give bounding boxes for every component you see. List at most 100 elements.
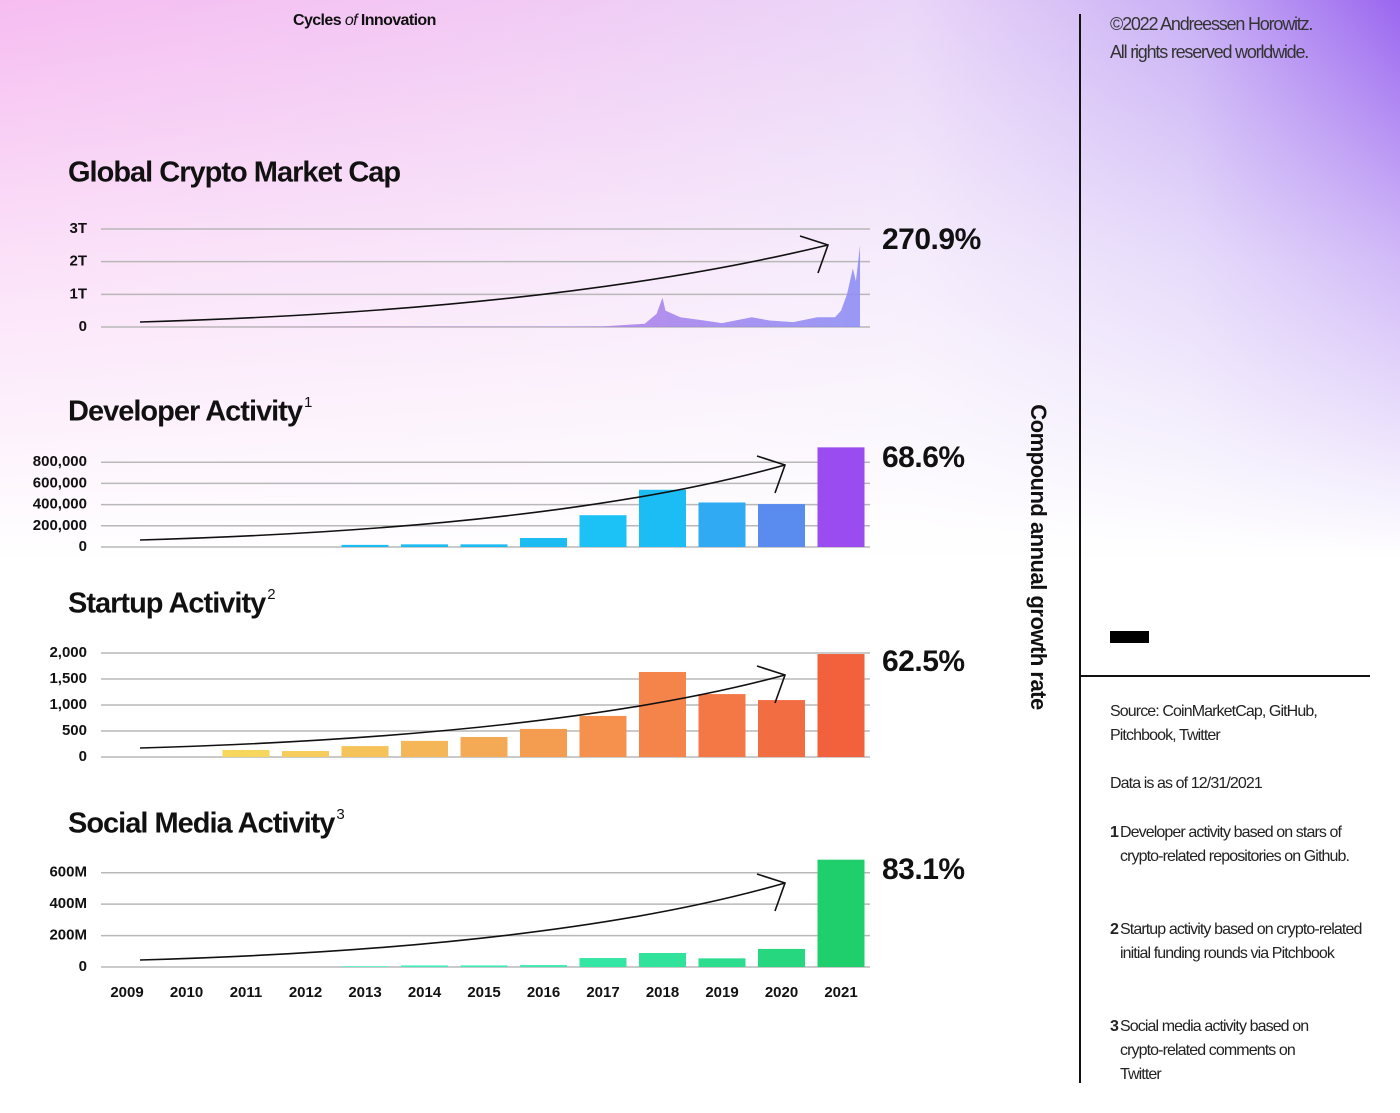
trend-arrow (139, 244, 829, 323)
axis-note: Compound annual growth rate (1026, 404, 1051, 710)
bar (639, 953, 686, 967)
y-tick-label: 0 (79, 748, 87, 765)
bar (639, 671, 686, 757)
y-tick-label: 3T (69, 220, 87, 237)
trend-arrowhead (756, 665, 787, 704)
bar (520, 537, 567, 547)
title-note: 1 (304, 394, 312, 411)
x-tick-label: 2011 (230, 984, 263, 1001)
copyright-line: ©2022 Andreessen Horowitz. (1110, 14, 1313, 34)
y-tick-label: 1,000 (49, 696, 87, 713)
bar (460, 736, 508, 757)
sidebar-mark (1110, 631, 1149, 643)
bar (520, 965, 567, 967)
trend-arrow (139, 882, 786, 961)
header-word: of (344, 12, 358, 29)
footnote: 3 Social media activity based on crypto-r… (1110, 1015, 1335, 1087)
y-tick-label: 500 (62, 722, 87, 739)
bar (520, 728, 567, 757)
trend-arrowhead (799, 235, 830, 274)
growth-rate: 83.1% (882, 853, 965, 886)
bar (341, 746, 389, 757)
footnote-number: 3 (1110, 1018, 1119, 1035)
footnote-text: Social media activity based on crypto-re… (1120, 1018, 1309, 1083)
y-tick-label: 600M (49, 864, 87, 881)
bar (698, 958, 746, 967)
y-tick-label: 200M (49, 927, 87, 944)
bar (460, 544, 508, 547)
y-tick-label: 2T (69, 253, 87, 270)
footnote: 2 Startup activity based on crypto-relate… (1110, 918, 1365, 966)
x-tick-label: 2020 (765, 984, 798, 1001)
footnote-text: Developer activity based on stars of cry… (1120, 824, 1350, 865)
trend-arrowhead (756, 455, 787, 494)
x-tick-label: 2012 (289, 984, 322, 1001)
y-tick-label: 0 (79, 958, 87, 975)
bar (341, 544, 389, 547)
y-tick-label: 800,000 (33, 453, 87, 470)
chart-title: Developer Activity (68, 396, 303, 428)
bar (758, 948, 805, 967)
bar (579, 715, 627, 757)
header-word: Cycles (293, 12, 342, 29)
x-tick-label: 2019 (705, 984, 738, 1001)
bar (579, 958, 627, 967)
trend-arrowhead (756, 873, 787, 912)
title-note: 3 (336, 806, 344, 823)
y-tick-label: 1T (69, 285, 87, 302)
bar (817, 859, 865, 967)
growth-rate: 270.9% (882, 223, 981, 256)
copyright-line: All rights reserved worldwide. (1110, 42, 1309, 62)
bar (758, 504, 805, 547)
bar (401, 544, 448, 547)
trend-arrow (139, 464, 786, 541)
bar (341, 966, 389, 967)
y-tick-label: 400,000 (33, 496, 87, 513)
bar (282, 751, 329, 757)
header-title: Cycles of Innovation (293, 12, 436, 30)
x-tick-label: 2018 (646, 984, 679, 1001)
x-tick-label: 2015 (467, 984, 500, 1001)
growth-rate: 68.6% (882, 441, 965, 474)
source-note: Source: CoinMarketCap, GitHub, Pitchbook… (1110, 703, 1318, 744)
x-tick-label: 2010 (170, 984, 203, 1001)
bar (401, 965, 448, 967)
footnote: 1 Developer activity based on stars of cr… (1110, 821, 1365, 869)
bar (698, 502, 746, 547)
bar (222, 749, 270, 757)
chart-title: Startup Activity (68, 588, 266, 620)
bar (639, 489, 686, 547)
footnote-number: 1 (1110, 824, 1119, 841)
footnote-text: Startup activity based on crypto-related… (1120, 921, 1362, 962)
x-tick-label: 2016 (527, 984, 560, 1001)
trend-arrow (139, 674, 786, 749)
bar (401, 740, 448, 757)
x-tick-label: 2021 (824, 984, 857, 1001)
area (127, 245, 861, 327)
chart-title: Social Media Activity (68, 808, 335, 840)
y-tick-label: 0 (79, 318, 87, 335)
title-note: 2 (267, 586, 275, 603)
chart-title: Global Crypto Market Cap (68, 157, 400, 189)
x-tick-label: 2017 (586, 984, 619, 1001)
bar (758, 700, 805, 757)
y-tick-label: 200,000 (33, 517, 87, 534)
y-tick-label: 600,000 (33, 474, 87, 491)
y-tick-label: 2,000 (49, 644, 87, 661)
x-tick-label: 2009 (110, 984, 143, 1001)
growth-rate: 62.5% (882, 645, 965, 678)
bar (460, 965, 508, 967)
footnote-number: 2 (1110, 921, 1119, 938)
x-tick-label: 2014 (408, 984, 442, 1001)
bar (817, 447, 865, 547)
bar (698, 694, 746, 757)
copyright: ©2022 Andreessen Horowitz. All rights re… (1110, 10, 1313, 66)
y-tick-label: 1,500 (49, 670, 87, 687)
y-tick-label: 400M (49, 895, 87, 912)
data-date: Data is as of 12/31/2021 (1110, 775, 1263, 792)
y-tick-label: 0 (79, 538, 87, 555)
bar (579, 515, 627, 547)
bar (817, 654, 865, 757)
